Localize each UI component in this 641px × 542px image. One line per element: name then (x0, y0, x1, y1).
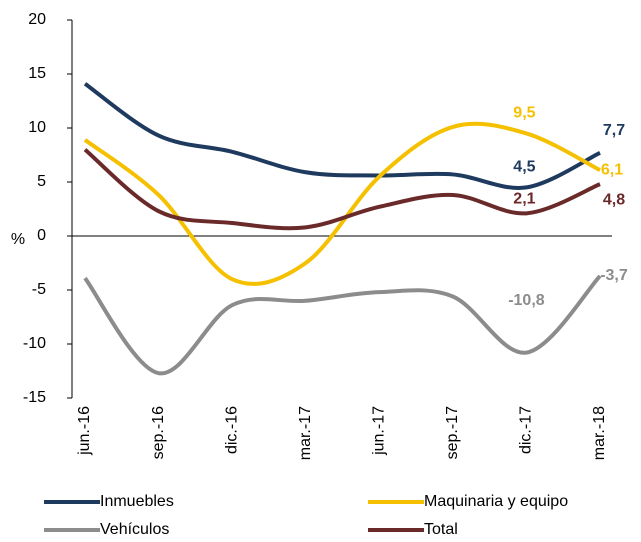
series-line (83, 82, 601, 190)
y-axis-label: % (11, 231, 25, 248)
y-tick-label: 15 (28, 65, 46, 82)
y-tick-label: -5 (32, 281, 46, 298)
value-label: 4,5 (513, 159, 535, 176)
y-tick-label: -10 (23, 335, 46, 352)
legend-label: Vehículos (100, 521, 169, 538)
x-tick-label: jun.-16 (76, 406, 93, 456)
x-tick-label: jun.-17 (371, 406, 388, 456)
value-label: 7,7 (603, 122, 625, 139)
value-label: -3,7 (600, 267, 628, 284)
legend-label: Inmuebles (100, 493, 174, 510)
x-tick-label: sep.-16 (150, 406, 167, 459)
series-line (83, 148, 601, 231)
y-tick-label: -15 (23, 389, 46, 406)
value-label: 6,1 (601, 161, 623, 178)
y-tick-label: 20 (28, 11, 46, 28)
legend-label: Total (424, 521, 458, 538)
x-tick-label: sep.-17 (444, 406, 461, 459)
x-tick-label: mar.-18 (591, 406, 608, 460)
y-tick-label: 0 (37, 227, 46, 244)
x-tick-label: dic.-17 (518, 406, 535, 454)
y-tick-label: 10 (28, 119, 46, 136)
series-line (83, 121, 601, 286)
x-tick-label: dic.-16 (223, 406, 240, 454)
x-tick-label: mar.-17 (297, 406, 314, 460)
value-label: 4,8 (603, 191, 625, 208)
legend-label: Maquinaria y equipo (424, 493, 568, 510)
value-label: -10,8 (508, 292, 545, 309)
series-line (83, 274, 602, 376)
value-label: 2,1 (513, 191, 535, 208)
y-tick-label: 5 (37, 173, 46, 190)
value-label: 9,5 (513, 105, 535, 122)
